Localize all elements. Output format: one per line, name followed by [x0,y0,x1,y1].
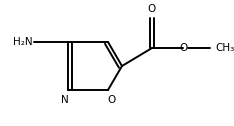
Text: O: O [148,4,156,14]
Text: O: O [107,95,115,105]
Text: H₂N: H₂N [13,37,33,47]
Text: O: O [179,43,187,53]
Text: CH₃: CH₃ [215,43,234,53]
Text: N: N [61,95,69,105]
